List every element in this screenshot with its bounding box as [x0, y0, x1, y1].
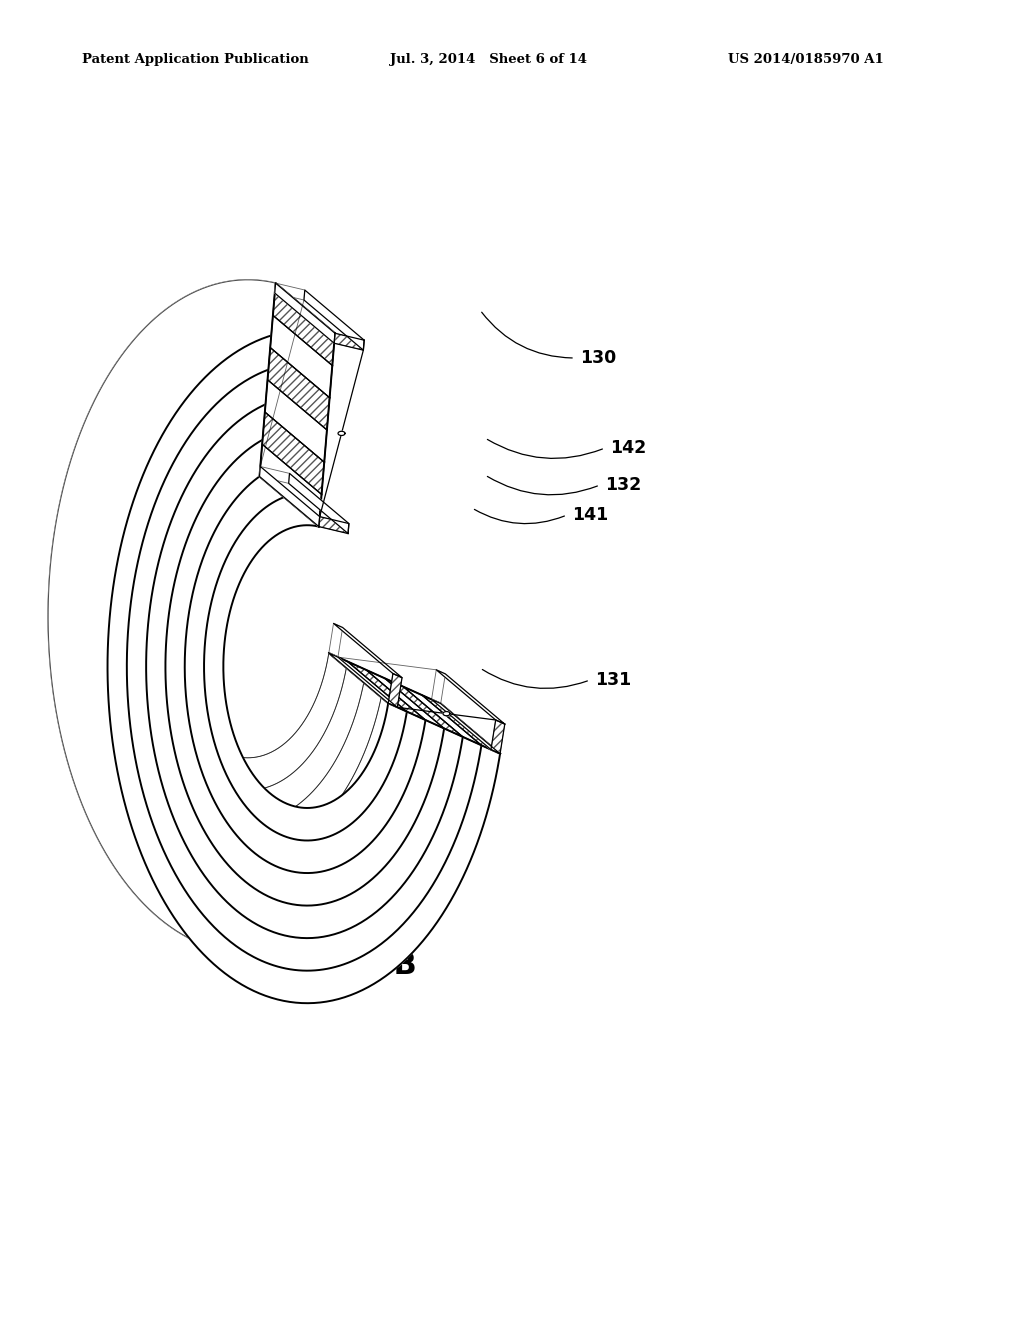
Polygon shape [329, 653, 397, 708]
Polygon shape [259, 282, 335, 527]
Text: 142: 142 [610, 440, 646, 457]
Polygon shape [273, 282, 335, 366]
Polygon shape [431, 700, 500, 754]
Text: US 2014/0185970 A1: US 2014/0185970 A1 [728, 54, 884, 66]
Text: Jul. 3, 2014   Sheet 6 of 14: Jul. 3, 2014 Sheet 6 of 14 [390, 54, 587, 66]
Polygon shape [108, 330, 500, 1003]
Text: 131: 131 [595, 671, 631, 689]
Polygon shape [267, 347, 330, 430]
Text: 130: 130 [580, 348, 616, 367]
Text: 132: 132 [605, 477, 641, 494]
Text: FIG. 5B: FIG. 5B [293, 950, 417, 979]
FancyArrowPatch shape [474, 510, 564, 524]
FancyArrowPatch shape [482, 669, 588, 689]
FancyArrowPatch shape [487, 440, 602, 458]
Polygon shape [289, 474, 349, 533]
Polygon shape [403, 686, 481, 746]
Polygon shape [318, 516, 349, 533]
Polygon shape [388, 673, 402, 708]
Polygon shape [490, 719, 505, 754]
Polygon shape [265, 380, 327, 462]
Polygon shape [304, 290, 365, 350]
Polygon shape [338, 432, 345, 436]
Polygon shape [436, 669, 505, 725]
Polygon shape [108, 330, 500, 1003]
Polygon shape [329, 653, 407, 711]
Polygon shape [48, 280, 500, 1003]
Polygon shape [270, 315, 333, 397]
Polygon shape [48, 280, 500, 1003]
FancyArrowPatch shape [481, 313, 572, 358]
Polygon shape [385, 678, 463, 737]
Polygon shape [274, 282, 335, 343]
Polygon shape [334, 623, 402, 677]
Polygon shape [334, 333, 365, 350]
Polygon shape [443, 711, 450, 715]
Polygon shape [262, 412, 325, 495]
Polygon shape [347, 661, 426, 719]
Polygon shape [329, 653, 500, 754]
Text: Patent Application Publication: Patent Application Publication [82, 54, 309, 66]
Text: 141: 141 [572, 506, 608, 524]
Polygon shape [367, 669, 444, 729]
Polygon shape [422, 696, 500, 754]
Polygon shape [259, 445, 322, 527]
FancyArrowPatch shape [487, 477, 597, 495]
Polygon shape [259, 466, 319, 527]
